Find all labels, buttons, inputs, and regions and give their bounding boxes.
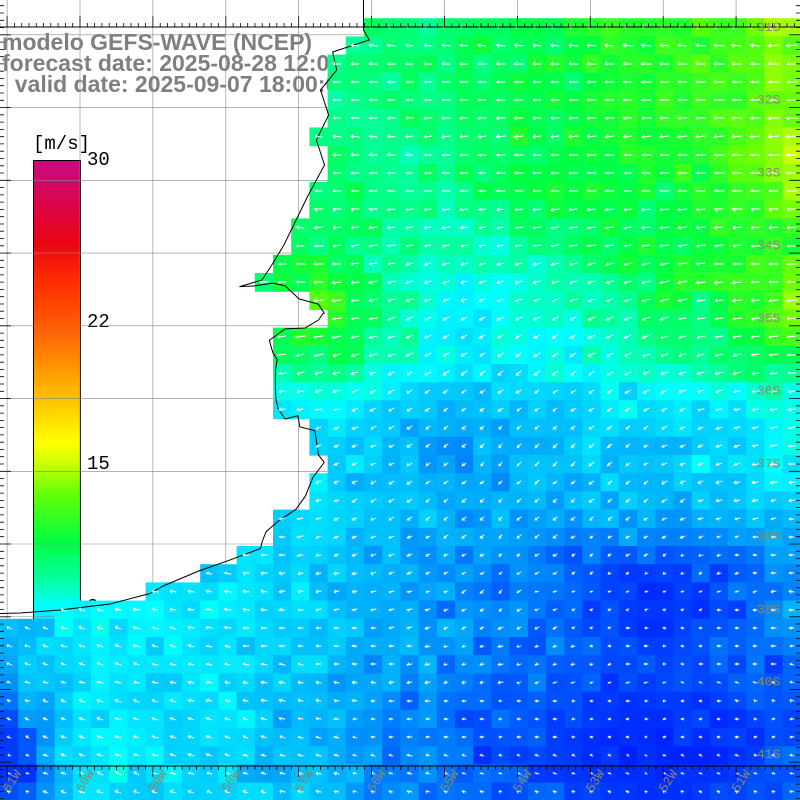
svg-text:37S: 37S (757, 456, 781, 471)
svg-text:31S: 31S (757, 20, 781, 35)
svg-text:35S: 35S (757, 311, 781, 326)
svg-text:32S: 32S (757, 93, 781, 108)
svg-text:39S: 39S (757, 602, 781, 617)
svg-text:38S: 38S (757, 529, 781, 544)
svg-text:34S: 34S (757, 238, 781, 253)
svg-text:40S: 40S (757, 675, 781, 690)
svg-text:33S: 33S (757, 165, 781, 180)
svg-text:36S: 36S (757, 384, 781, 399)
svg-text:41S: 41S (757, 747, 781, 762)
